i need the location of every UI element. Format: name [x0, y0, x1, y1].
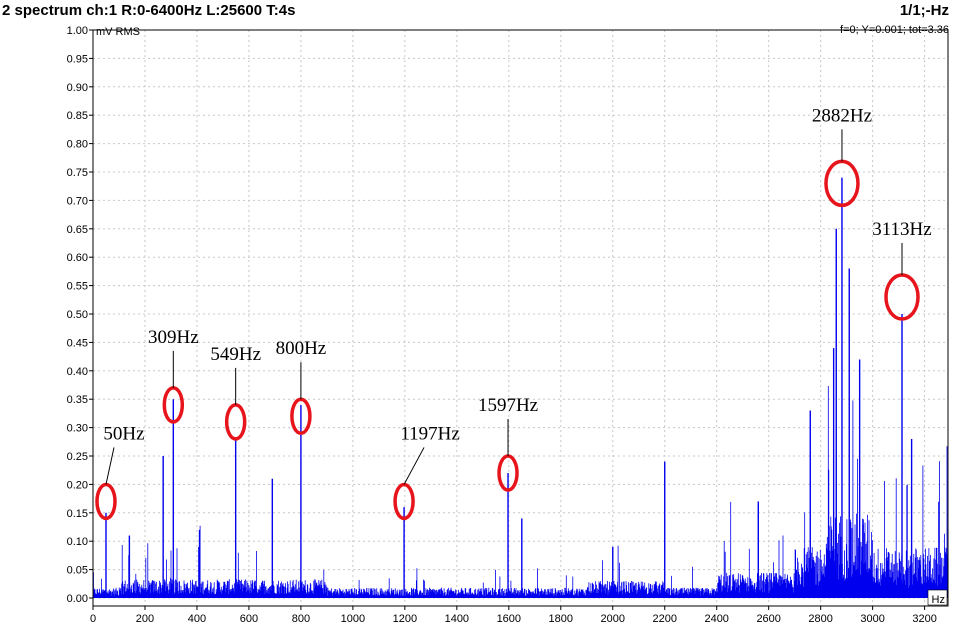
x-tick-label: 2200	[652, 613, 676, 625]
axes: 0.00 0.05 0.10 0.15 0.20 0.25 0.30 0.35 0.40 0.45…	[67, 25, 949, 625]
peak-label: 1597Hz	[478, 395, 538, 416]
y-axis-label: mV RMS	[96, 26, 140, 38]
peak-label: 309Hz	[148, 327, 199, 348]
y-tick-label: 0.95	[67, 53, 88, 65]
peak-annotation: 800Hz	[276, 338, 327, 435]
y-tick-label: 0.25	[67, 451, 88, 463]
x-tick-label: 2400	[704, 613, 728, 625]
plot-frame	[92, 29, 949, 607]
x-tick-label: 3200	[912, 613, 936, 625]
x-tick-label: 1200	[393, 613, 417, 625]
y-tick-label: 0.70	[67, 195, 88, 207]
y-tick-label: 0.20	[67, 479, 88, 491]
x-tick-label: 1600	[497, 613, 521, 625]
y-tick-label: 0.80	[67, 139, 88, 151]
y-tick-label: 0.40	[67, 366, 88, 378]
x-tick-label: 2800	[808, 613, 832, 625]
y-tick-label: 0.85	[67, 110, 88, 122]
x-tick-label: 3000	[860, 613, 884, 625]
peak-label: 3113Hz	[872, 219, 931, 240]
x-tick-label: 800	[292, 613, 310, 625]
x-tick-label: 2600	[756, 613, 780, 625]
y-tick-label: 0.65	[67, 224, 88, 236]
x-tick-label: 2000	[601, 613, 625, 625]
peak-marker-ellipse	[884, 273, 920, 321]
chart-title: 2 spectrum ch:1 R:0-6400Hz L:25600 T:4s	[2, 2, 296, 19]
x-tick-label: 200	[136, 613, 154, 625]
peak-label: 549Hz	[210, 344, 261, 365]
y-tick-label: 0.90	[67, 82, 88, 94]
y-tick-label: 0.10	[67, 536, 88, 548]
peak-annotation: 309Hz	[148, 327, 199, 424]
peak-marker-ellipse	[224, 403, 247, 441]
y-tick-label: 0.60	[67, 252, 88, 264]
leader-line	[403, 447, 425, 485]
x-tick-label: 1400	[445, 613, 469, 625]
annotations: 50Hz 309Hz 549Hz 800Hz 1197Hz 1597Hz 2882Hz 311…	[95, 105, 932, 521]
peak-label: 2882Hz	[812, 105, 872, 126]
x-tick-label: 600	[240, 613, 258, 625]
x-tick-label: 1000	[341, 613, 365, 625]
y-tick-label: 1.00	[67, 25, 88, 37]
page-indicator: 1/1;-Hz	[899, 2, 949, 19]
y-tick-label: 0.05	[67, 565, 88, 577]
peak-label: 1197Hz	[400, 423, 459, 444]
y-tick-label: 0.00	[67, 593, 88, 605]
y-tick-label: 0.45	[67, 337, 88, 349]
peak-annotation: 1597Hz	[478, 395, 538, 492]
peak-annotation: 1197Hz	[393, 423, 460, 521]
x-tick-label: 1800	[549, 613, 573, 625]
peak-label: 50Hz	[103, 423, 144, 444]
peak-annotation: 3113Hz	[872, 219, 932, 321]
leader-line	[105, 447, 115, 485]
y-tick-label: 0.50	[67, 309, 88, 321]
peak-annotation: 549Hz	[210, 344, 261, 441]
noise-floor	[92, 386, 949, 598]
y-tick-label: 0.75	[67, 167, 88, 179]
spectrum-trace	[92, 177, 949, 598]
x-axis-label: Hz	[932, 594, 945, 606]
x-tick-label: 400	[188, 613, 206, 625]
y-tick-label: 0.15	[67, 508, 88, 520]
x-unit-box	[927, 589, 948, 606]
peak-annotation: 50Hz	[95, 423, 145, 521]
x-tick-label: 0	[90, 613, 96, 625]
y-tick-label: 0.55	[67, 281, 88, 293]
peak-annotation: 2882Hz	[812, 105, 872, 208]
y-tick-label: 0.35	[67, 394, 88, 406]
peak-label: 800Hz	[276, 338, 327, 359]
y-tick-label: 0.30	[67, 423, 88, 435]
